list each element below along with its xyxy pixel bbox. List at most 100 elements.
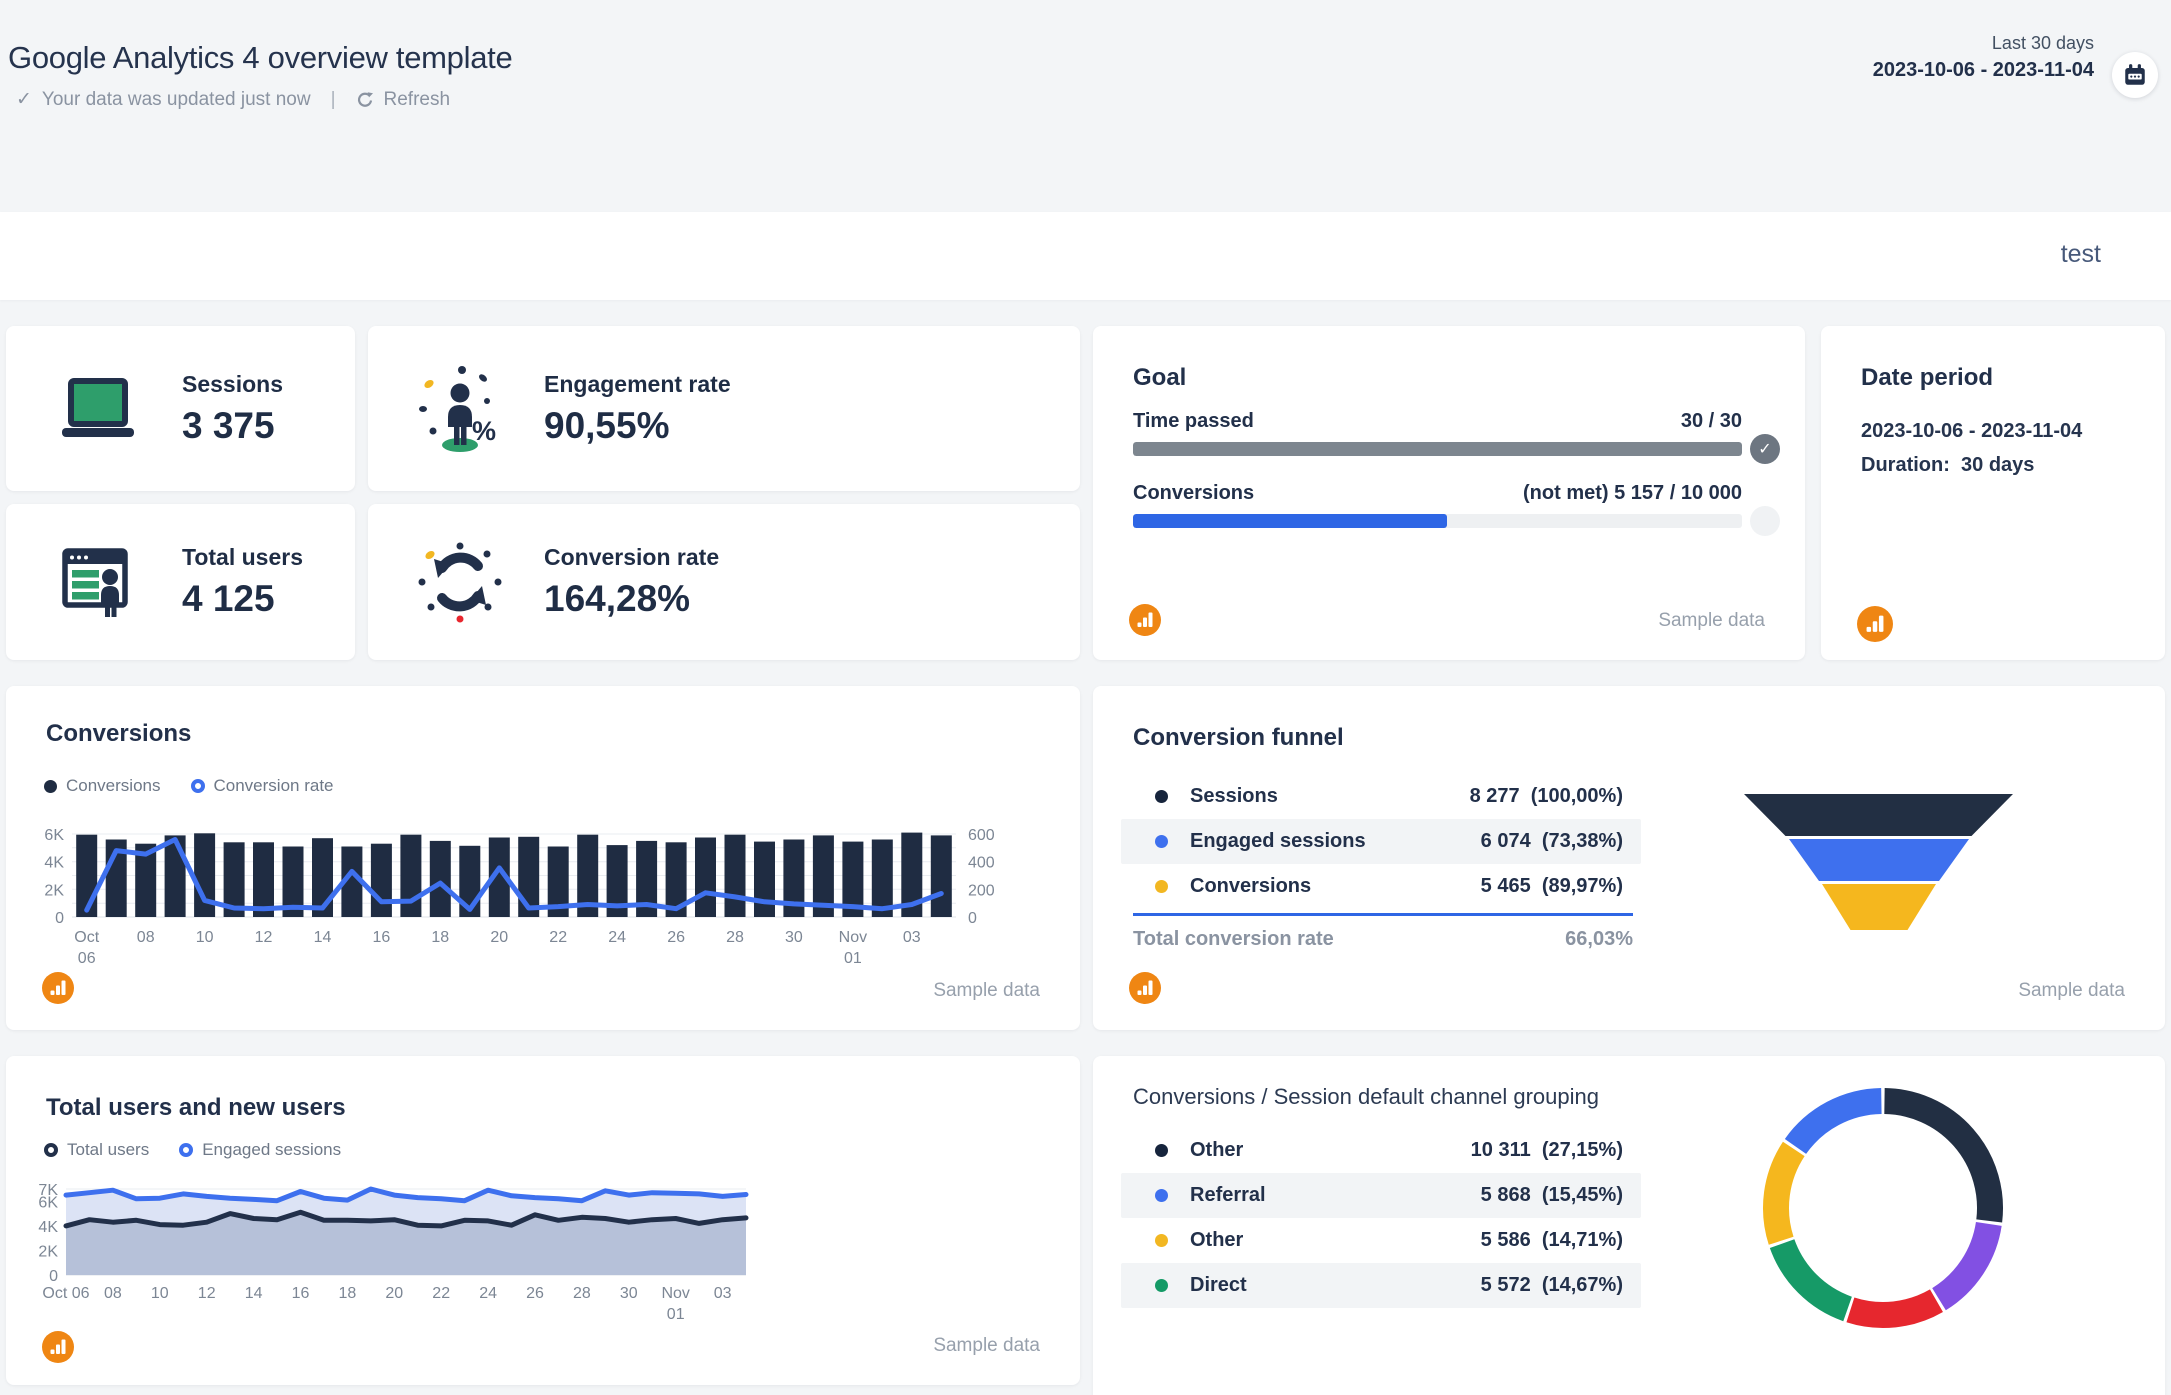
kpi-label: Engagement rate <box>544 370 731 397</box>
analytics-logo-icon <box>42 972 74 1004</box>
row-value: 5 572 (14,67%) <box>1480 1274 1623 1296</box>
legend-label: Total users <box>67 1140 150 1159</box>
funnel-title: Conversion funnel <box>1133 724 1344 751</box>
sample-data-note: Sample data <box>1658 610 1765 631</box>
row-label: Referral <box>1190 1184 1266 1206</box>
svg-text:Oct 06: Oct 06 <box>42 1285 89 1302</box>
legend-marker <box>44 779 57 793</box>
svg-text:26: 26 <box>667 929 685 946</box>
legend-item[interactable]: Total users <box>44 1140 149 1160</box>
legend-label: Conversion rate <box>213 776 334 795</box>
svg-text:10: 10 <box>151 1285 169 1302</box>
conversions-legend: Conversions Conversion rate <box>44 776 334 796</box>
row-label: Conversions <box>1190 875 1312 897</box>
duration-label: Duration: <box>1861 454 1950 476</box>
row-value: 10 311 (27,15%) <box>1470 1139 1623 1161</box>
svg-text:0: 0 <box>49 1268 58 1285</box>
separator: | <box>330 88 336 110</box>
kpi-label: Sessions <box>182 370 283 397</box>
svg-text:0: 0 <box>55 910 64 927</box>
channel-table: Other 10 311 (27,15%) Referral 5 868 (15,45… <box>1121 1128 1641 1308</box>
series-dot <box>1155 880 1168 893</box>
date-range-display: Last 30 days 2023-10-06 - 2023-11-04 <box>1873 33 2094 82</box>
kpi-value: 4 125 <box>182 578 275 619</box>
kpi-value: 164,28% <box>544 578 691 619</box>
channel-donut-chart[interactable] <box>1733 1066 2033 1366</box>
svg-text:20: 20 <box>385 1285 403 1302</box>
conversions-progress-bar <box>1133 514 1742 528</box>
row-value: 8 277 (100,00%) <box>1469 785 1623 807</box>
update-status: ✓ Your data was updated just now | Refre… <box>16 88 450 111</box>
goal-card: Goal Time passed 30 / 30 ✓ Conversions (… <box>1093 326 1805 660</box>
series-dot <box>1155 835 1168 848</box>
refresh-button[interactable]: Refresh <box>383 88 451 110</box>
table-row: Conversions 5 465 (89,97%) <box>1121 864 1641 909</box>
svg-text:24: 24 <box>608 929 626 946</box>
legend-item[interactable]: Engaged sessions <box>179 1140 341 1160</box>
refresh-icon[interactable] <box>356 91 374 109</box>
series-dot <box>1155 1189 1168 1202</box>
conversion-funnel-card: Conversion funnel Sessions 8 277 (100,00%… <box>1093 686 2165 1030</box>
row-label: Other <box>1190 1229 1244 1251</box>
conversions-chart[interactable]: 6K 4K 2K 0 600 400 200 0 Oct 06 08 10 12 14 16 18 20 22 24… <box>6 816 1080 986</box>
svg-text:12: 12 <box>255 929 273 946</box>
period-label: Last 30 days <box>1991 33 2094 53</box>
row-label: Sessions <box>1190 785 1278 807</box>
duration-value: 30 days <box>1961 454 2035 476</box>
laptop-icon <box>50 377 146 440</box>
legend-marker <box>190 779 205 793</box>
table-row: Other 5 586 (14,71%) <box>1121 1218 1641 1263</box>
kpi-card-engagement-rate: % Engagement rate 90,55% <box>368 326 1080 491</box>
svg-text:10: 10 <box>196 929 214 946</box>
legend-item[interactable]: Conversion rate <box>190 776 334 796</box>
goal-met-check-icon: ✓ <box>1750 434 1780 464</box>
series-dot <box>1155 1144 1168 1157</box>
series-dot <box>1155 790 1168 803</box>
svg-text:200: 200 <box>968 882 995 899</box>
row-value: 5 586 (14,71%) <box>1480 1229 1623 1251</box>
analytics-logo-icon <box>42 1331 74 1363</box>
funnel-table: Sessions 8 277 (100,00%) Engaged sessions 6… <box>1121 774 1641 909</box>
svg-text:2K: 2K <box>38 1243 58 1260</box>
svg-text:12: 12 <box>198 1285 216 1302</box>
svg-text:16: 16 <box>292 1285 310 1302</box>
svg-text:03: 03 <box>714 1285 732 1302</box>
svg-text:0: 0 <box>968 910 977 927</box>
svg-text:14: 14 <box>245 1285 263 1302</box>
account-name[interactable]: test <box>2060 240 2101 268</box>
total-users-chart-card: Total users and new users Total users Eng… <box>6 1056 1080 1385</box>
svg-text:18: 18 <box>339 1285 357 1302</box>
legend-label: Conversions <box>66 776 161 795</box>
goal-conversions-value: (not met) 5 157 / 10 000 <box>1523 482 1742 504</box>
svg-text:20: 20 <box>490 929 508 946</box>
calendar-button[interactable] <box>2112 52 2158 98</box>
table-row: Other 10 311 (27,15%) <box>1121 1128 1641 1173</box>
funnel-chart[interactable] <box>1733 786 2033 936</box>
goal-conversions-label: Conversions <box>1133 482 1255 504</box>
legend-marker <box>179 1143 194 1157</box>
svg-text:400: 400 <box>968 855 995 872</box>
svg-text:16: 16 <box>373 929 391 946</box>
total-value: 66,03% <box>1565 928 1633 950</box>
conversions-chart-title: Conversions <box>46 720 192 747</box>
goal-time-value: 30 / 30 <box>1680 410 1742 432</box>
kpi-card-sessions: Sessions 3 375 <box>6 326 355 491</box>
svg-text:28: 28 <box>573 1285 591 1302</box>
svg-text:7K: 7K <box>38 1182 58 1199</box>
total-conversion-rate-row: Total conversion rate 66,03% <box>1133 928 1633 951</box>
table-row: Direct 5 572 (14,67%) <box>1121 1263 1641 1308</box>
time-progress-bar <box>1133 442 1742 456</box>
legend-item[interactable]: Conversions <box>44 776 161 796</box>
kpi-label: Total users <box>182 544 303 570</box>
table-row: Referral 5 868 (15,45%) <box>1121 1173 1641 1218</box>
kpi-value: 90,55% <box>544 404 670 446</box>
svg-text:24: 24 <box>479 1285 497 1302</box>
table-row: Engaged sessions 6 074 (73,38%) <box>1121 819 1641 864</box>
kpi-label: Conversion rate <box>544 544 720 570</box>
svg-text:14: 14 <box>314 929 332 946</box>
svg-text:28: 28 <box>726 929 744 946</box>
series-dot <box>1155 1279 1168 1292</box>
